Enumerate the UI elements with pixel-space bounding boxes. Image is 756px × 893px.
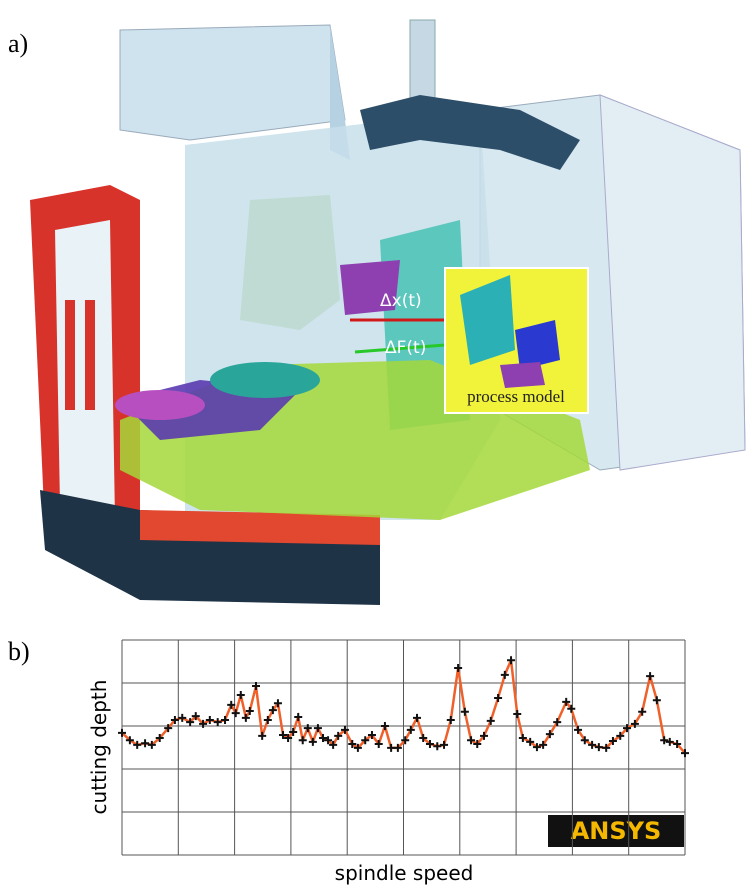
y-axis-label: cutting depth <box>87 680 111 815</box>
annotation: ΔF(t) <box>385 338 426 358</box>
data-point <box>433 742 441 750</box>
data-point <box>646 672 654 680</box>
data-point <box>237 691 245 699</box>
data-point <box>513 710 521 718</box>
data-point <box>487 717 495 725</box>
data-point <box>381 722 389 730</box>
figure: a) Δx(t) ΔF(t) process model b) cutting … <box>0 0 756 893</box>
data-point <box>440 741 448 749</box>
data-point <box>258 732 266 740</box>
logo: ANSYS <box>571 817 662 845</box>
data-point <box>299 736 307 744</box>
data-point <box>653 696 661 704</box>
data-point <box>461 708 469 716</box>
annotation: Δx(t) <box>380 291 422 311</box>
data-point <box>214 718 222 726</box>
data-point <box>494 694 502 702</box>
data-point <box>454 664 462 672</box>
inset-label: process model <box>467 387 565 406</box>
data-point <box>447 716 455 724</box>
data-point <box>294 713 302 721</box>
data-point <box>304 724 312 732</box>
machine-illustration <box>30 20 745 605</box>
data-point <box>221 716 229 724</box>
data-point <box>666 738 674 746</box>
panel-label: b) <box>8 637 30 666</box>
panel-label: a) <box>8 29 28 58</box>
data-point <box>141 739 149 747</box>
data-point <box>309 738 317 746</box>
data-point <box>501 671 509 679</box>
data-point <box>660 736 668 744</box>
data-point <box>507 656 515 664</box>
x-axis-label: spindle speed <box>335 861 474 885</box>
